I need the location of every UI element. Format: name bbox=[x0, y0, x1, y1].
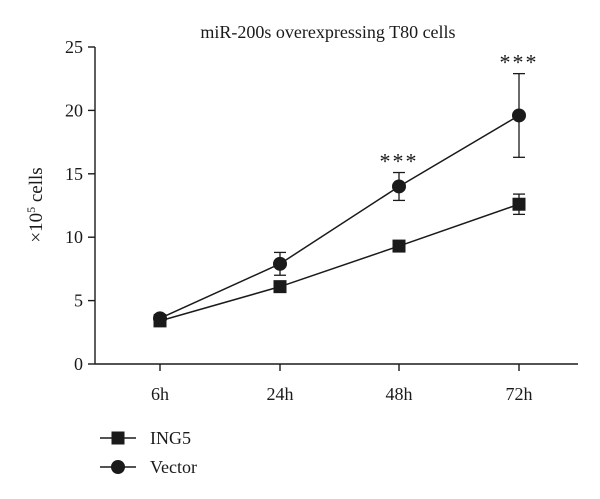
legend: ING5 Vector bbox=[100, 428, 197, 477]
point-vector bbox=[273, 256, 287, 271]
point-vector bbox=[392, 179, 406, 194]
y-tick-label: 0 bbox=[74, 354, 83, 374]
legend-label-vector: Vector bbox=[150, 457, 197, 477]
y-tick-label: 10 bbox=[65, 227, 83, 247]
significance-marker: *** bbox=[380, 149, 419, 174]
x-tick-label: 6h bbox=[151, 384, 169, 404]
point-ing5 bbox=[512, 197, 526, 211]
legend-item-ing5: ING5 bbox=[100, 428, 191, 448]
legend-item-vector: Vector bbox=[100, 457, 197, 477]
y-axis-label-base: ×10 bbox=[26, 213, 47, 243]
y-axis-label-exponent: 5 bbox=[24, 207, 38, 213]
series-vector bbox=[153, 72, 526, 326]
y-axis-label: ×105 cells bbox=[24, 167, 47, 242]
series-layer bbox=[153, 72, 526, 328]
point-ing5 bbox=[273, 280, 287, 294]
series-ing5 bbox=[153, 193, 526, 328]
legend-label-ing5: ING5 bbox=[150, 428, 191, 448]
y-tick-label: 5 bbox=[74, 291, 83, 311]
significance-marker: *** bbox=[500, 50, 539, 75]
y-tick-label: 25 bbox=[65, 37, 83, 57]
series-line-vector bbox=[159, 114, 520, 320]
x-tick-label: 24h bbox=[267, 384, 294, 404]
x-tick-label: 48h bbox=[386, 384, 413, 404]
chart-title: miR-200s overexpressing T80 cells bbox=[200, 22, 455, 42]
annotation-layer: *** *** bbox=[380, 50, 539, 174]
legend-marker-ing5 bbox=[111, 431, 125, 445]
y-axis-label-unit: cells bbox=[26, 167, 47, 207]
y-tick-label: 20 bbox=[65, 100, 83, 120]
point-vector bbox=[512, 108, 526, 123]
series-line-ing5 bbox=[159, 203, 520, 322]
x-tick-label: 72h bbox=[506, 384, 533, 404]
axes: 0 5 10 15 20 25 6h 24h 48h 72h bbox=[65, 37, 578, 404]
point-ing5 bbox=[392, 239, 406, 253]
point-vector bbox=[153, 311, 167, 326]
legend-marker-vector bbox=[111, 460, 125, 474]
y-tick-label: 15 bbox=[65, 164, 83, 184]
